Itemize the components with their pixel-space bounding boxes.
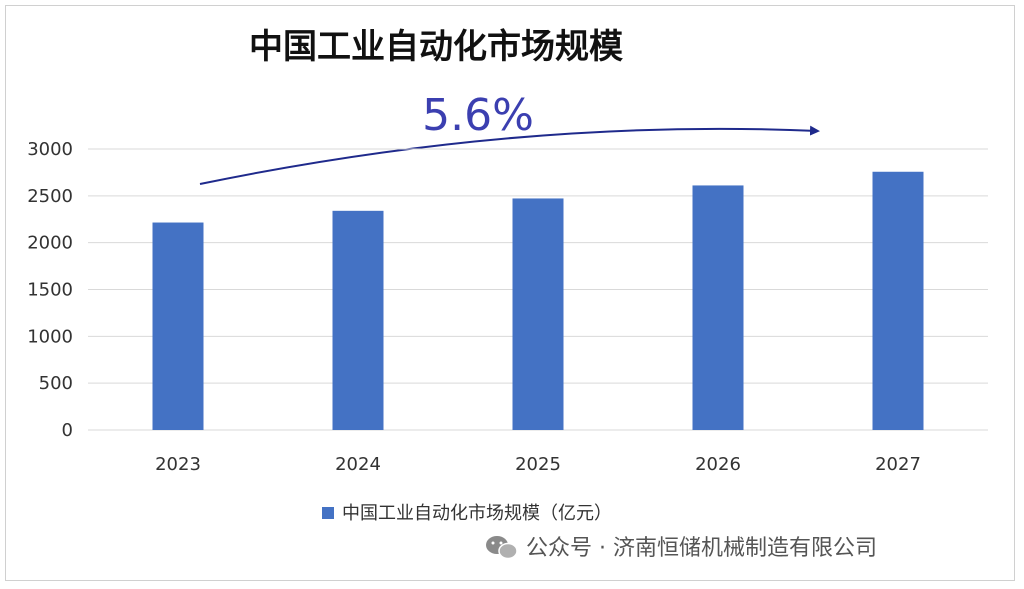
bar-2025 <box>512 198 564 430</box>
x-tick-label: 2027 <box>875 454 921 475</box>
y-axis-ticks: 0 500 1000 1500 2000 2500 3000 <box>27 139 73 441</box>
y-tick-label: 1500 <box>27 280 73 301</box>
y-tick-label: 3000 <box>27 139 73 160</box>
y-tick-label: 1000 <box>27 326 73 347</box>
watermark-text: 公众号 · 济南恒储机械制造有限公司 <box>526 536 877 561</box>
y-tick-label: 500 <box>39 373 73 394</box>
legend-swatch <box>322 507 334 519</box>
bar-2023 <box>152 222 204 430</box>
y-tick-label: 2500 <box>27 186 73 207</box>
x-tick-label: 2026 <box>695 454 741 475</box>
bar-2026 <box>692 185 744 430</box>
bar-2027 <box>872 171 924 431</box>
wechat-icon <box>486 536 518 560</box>
x-tick-label: 2024 <box>335 454 381 475</box>
x-tick-label: 2025 <box>515 454 561 475</box>
x-tick-label: 2023 <box>155 454 201 475</box>
x-axis-ticks: 2023 2024 2025 2026 2027 <box>155 454 921 475</box>
y-tick-label: 0 <box>62 420 73 441</box>
chart-title: 中国工业自动化市场规模 <box>249 27 623 67</box>
bars <box>152 171 924 431</box>
legend-label: 中国工业自动化市场规模（亿元） <box>342 503 612 524</box>
growth-arrow <box>199 125 820 185</box>
growth-rate-annotation: 5.6% <box>422 90 534 141</box>
y-tick-label: 2000 <box>27 233 73 254</box>
bar-2024 <box>332 210 384 430</box>
